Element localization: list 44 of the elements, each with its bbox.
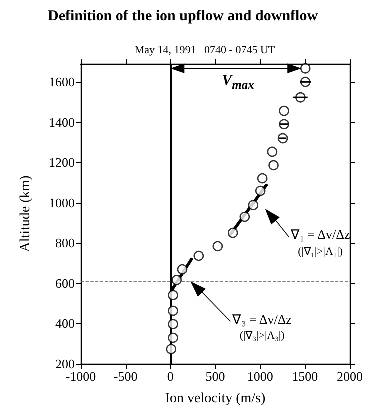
y-tick-label: 1600 [49,74,75,90]
annotation: ∇₃ = Δv/Δz (|∇₃|>|A₃|) [232,312,292,344]
point [268,160,279,171]
point [279,106,290,116]
y-tick-label: 800 [56,236,75,251]
x-tick-label: 500 [206,369,226,384]
y-tick-label: 200 [56,356,75,372]
point [267,146,278,158]
point [168,319,178,330]
annotation: ∇₁ = Δv/Δz (|∇₁|>|A₁|) [291,226,350,259]
chart-title: Definition of the ion upflow and downflow [48,8,318,24]
point [255,186,266,196]
point [296,92,306,103]
point [248,200,259,210]
point [194,250,204,262]
x-axis-title: Ion velocity (m/s) [165,392,266,406]
point [177,264,188,275]
point [172,275,182,286]
point [166,344,177,354]
point [228,228,238,238]
point [257,173,268,184]
y-tick-label: 1200 [49,155,75,170]
point [279,119,290,130]
point [212,241,224,252]
x-tick-label: -500 [114,369,138,384]
y-tick-label: 1000 [49,195,75,210]
x-tick-label: 1000 [247,369,274,384]
point [278,133,288,144]
point [168,290,178,300]
y-tick-label: 600 [56,276,75,291]
point [168,306,178,316]
point [300,76,311,88]
y-tick-label: 400 [56,316,75,332]
point [240,212,250,222]
y-tick-label: 1400 [49,114,75,130]
y-axis-title: Altitude (km) [18,175,34,252]
chart-subtitle: May 14, 1991 0740 - 0745 UT [134,44,276,56]
point [300,63,311,74]
x-tick-label: 0 [167,369,174,384]
x-tick-label: 1500 [292,369,318,384]
annotation: V$_{max}$ [222,72,254,93]
point [168,332,178,344]
x-tick-label: -1000 [66,369,96,384]
x-tick-label: 2000 [337,369,363,384]
